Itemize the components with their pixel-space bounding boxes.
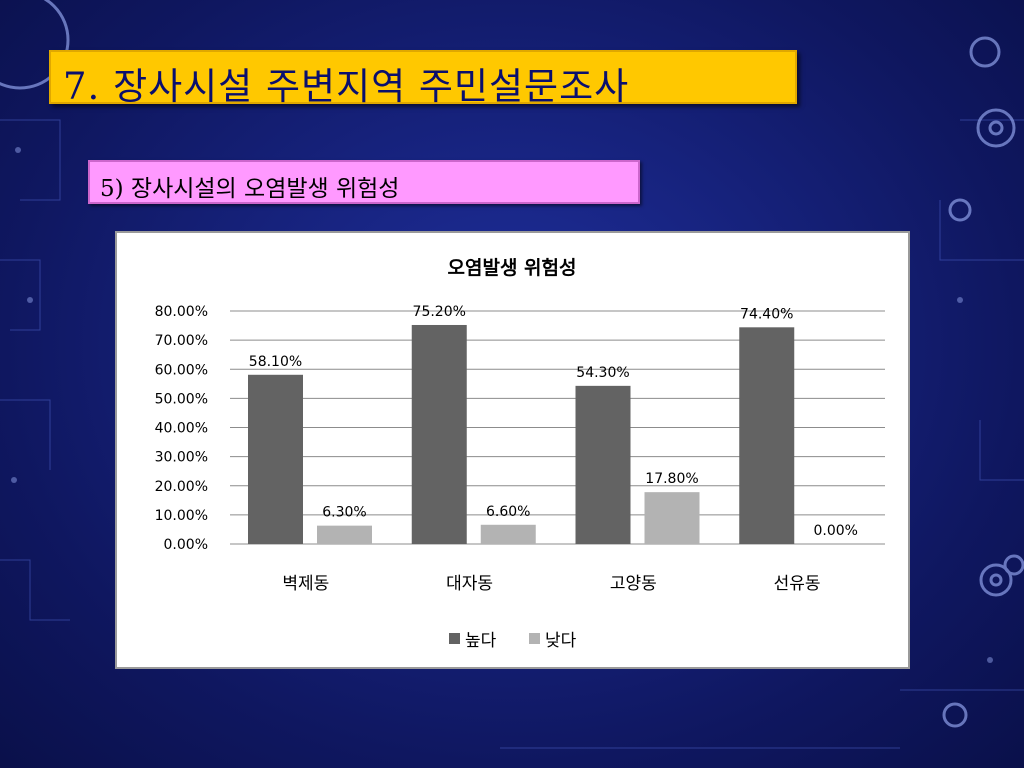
slide-subtitle: 5) 장사시설의 오염발생 위험성: [100, 176, 400, 202]
data-label: 75.20%: [413, 304, 466, 320]
data-label: 0.00%: [814, 523, 858, 539]
y-tick-label: 40.00%: [155, 421, 208, 437]
chart-title: 오염발생 위험성: [448, 257, 577, 279]
y-tick-label: 20.00%: [155, 479, 208, 495]
data-label: 74.40%: [740, 306, 793, 322]
y-tick-label: 0.00%: [164, 537, 208, 553]
slide-subtitle-banner: 5) 장사시설의 오염발생 위험성: [88, 160, 640, 204]
y-tick-label: 70.00%: [155, 333, 208, 349]
bar-high: [739, 327, 795, 544]
x-tick-label: 벽제동: [282, 574, 329, 594]
bar-high: [411, 324, 467, 544]
slide-title-banner: 7. 장사시설 주변지역 주민설문조사: [49, 50, 797, 108]
data-label: 17.80%: [645, 471, 698, 487]
bar-high: [575, 385, 631, 544]
bar-high: [248, 374, 303, 544]
chart-panel: 오염발생 위험성 0.00% 10.00% 20.00% 30.00% 40.00% 50.…: [115, 231, 910, 669]
legend-label: 낮다: [545, 631, 577, 651]
x-tick-label: 고양동: [610, 574, 657, 594]
bar-low: [480, 524, 536, 544]
data-label: 58.10%: [249, 354, 302, 370]
data-label: 54.30%: [576, 365, 629, 381]
y-tick-label: 60.00%: [155, 362, 208, 378]
y-tick-label: 10.00%: [155, 508, 208, 524]
legend-swatch: [449, 633, 460, 644]
bar-low: [644, 492, 700, 544]
x-tick-label: 선유동: [774, 574, 821, 594]
bar-chart: 오염발생 위험성 0.00% 10.00% 20.00% 30.00% 40.00% 50.…: [155, 257, 885, 651]
legend-label: 높다: [465, 631, 497, 651]
legend-swatch: [529, 633, 540, 644]
data-label: 6.60%: [486, 504, 530, 520]
y-tick-label: 80.00%: [155, 304, 208, 320]
bar-low: [317, 525, 372, 544]
data-label: 6.30%: [322, 505, 366, 521]
x-tick-label: 대자동: [446, 574, 493, 594]
slide-title: 7. 장사시설 주변지역 주민설문조사: [63, 65, 630, 108]
y-tick-label: 50.00%: [155, 391, 208, 407]
y-tick-label: 30.00%: [155, 450, 208, 466]
